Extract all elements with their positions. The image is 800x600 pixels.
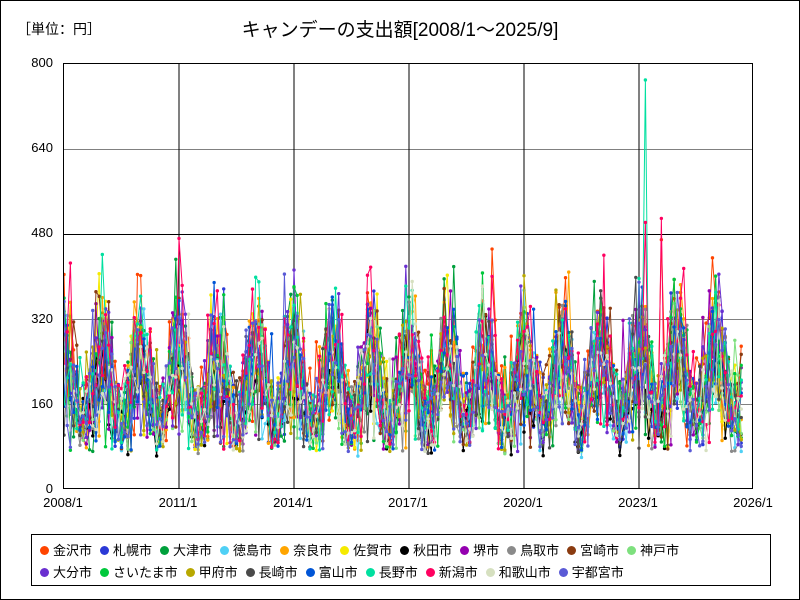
legend-color-swatch-icon [100,545,110,555]
legend-item[interactable]: 金沢市 [40,544,92,557]
legend-item[interactable]: 札幌市 [100,544,152,557]
legend-label: 長崎市 [258,564,298,580]
legend-color-swatch-icon [160,545,170,555]
y-tick-label: 800 [31,55,53,70]
legend-label: 宮崎市 [580,542,620,558]
legend-label: さいたま市 [113,564,178,580]
legend-item[interactable]: 奈良市 [280,544,332,557]
legend-label: 札幌市 [113,542,153,558]
plot-frame [63,63,753,489]
legend-label: 大津市 [173,542,213,558]
legend-label: 鳥取市 [520,542,560,558]
legend-label: 大分市 [53,564,93,580]
legend-color-swatch-icon [507,545,517,555]
x-tick-label: 2023/1 [618,495,658,510]
chart-legend: 金沢市 札幌市 大津市 徳島市 奈良市 佐賀市 秋田市 堺市 鳥取市 宮崎市 神戸市 大分市 さいたま… [31,534,771,586]
legend-row: 金沢市 札幌市 大津市 徳島市 奈良市 佐賀市 秋田市 堺市 鳥取市 宮崎市 神戸市 [40,539,764,561]
legend-color-swatch-icon [485,567,495,577]
legend-label: 堺市 [473,542,500,558]
legend-color-swatch-icon [460,545,470,555]
legend-item[interactable]: 堺市 [460,544,499,557]
legend-item[interactable]: 富山市 [305,564,358,580]
legend-color-swatch-icon [567,545,577,555]
legend-item[interactable]: 大津市 [160,544,212,557]
legend-color-swatch-icon [40,545,49,555]
legend-label: 長野市 [378,564,418,580]
legend-label: 徳島市 [233,542,273,558]
legend-color-swatch-icon [365,567,375,577]
legend-item[interactable]: 大分市 [40,566,92,579]
x-tick-label: 2020/1 [503,495,543,510]
legend-color-swatch-icon [305,567,315,577]
y-tick-label: 160 [31,395,53,411]
legend-item[interactable]: 鳥取市 [507,544,559,557]
unit-label: ［単位：円］ [17,21,101,37]
legend-item[interactable]: 宇都宮市 [558,564,624,580]
legend-label: 甲府市 [198,564,238,580]
legend-item[interactable]: 神戸市 [627,544,679,557]
legend-label: 新潟市 [438,564,478,580]
legend-color-swatch-icon [185,567,195,577]
plot-area [63,63,753,489]
legend-label: 佐賀市 [353,542,393,558]
legend-row: 大分市 さいたま市 甲府市 長崎市 富山市 長野市 新潟市 和歌山市 宇都宮市 [40,561,764,583]
page-title: キャンデーの支出額[2008/1～2025/9] [241,20,559,41]
legend-color-swatch-icon [425,567,435,577]
legend-item[interactable]: さいたま市 [100,566,178,579]
x-tick-label: 2014/1 [273,495,313,510]
legend-label: 秋田市 [413,542,453,558]
legend-color-swatch-icon [340,545,350,555]
legend-item[interactable]: 徳島市 [220,544,272,557]
legend-label: 宇都宮市 [571,564,624,580]
legend-color-swatch-icon [220,545,230,555]
chart-series [64,272,743,454]
y-tick-label: 0 [45,481,53,496]
legend-item[interactable]: 佐賀市 [340,544,392,557]
legend-item[interactable]: 宮崎市 [567,544,619,557]
legend-color-swatch-icon [245,567,255,577]
y-tick-label: 480 [31,225,53,241]
legend-item[interactable]: 和歌山市 [485,564,551,580]
legend-item[interactable]: 甲府市 [185,564,238,580]
legend-color-swatch-icon [40,567,49,577]
legend-item[interactable]: 長野市 [365,564,418,580]
x-tick-label: 2017/1 [388,495,428,510]
y-tick-label: 320 [31,310,53,326]
legend-label: 和歌山市 [498,564,551,580]
x-tick-label: 2011/1 [158,495,198,510]
legend-label: 奈良市 [293,542,333,558]
chart-canvas [64,64,752,488]
legend-label: 神戸市 [640,542,680,558]
legend-color-swatch-icon [627,545,637,555]
x-tick-label: 2026/1 [733,495,773,510]
legend-label: 金沢市 [53,542,93,558]
legend-item[interactable]: 秋田市 [400,544,452,557]
legend-color-swatch-icon [558,567,568,577]
legend-label: 富山市 [318,564,358,580]
legend-color-swatch-icon [280,545,290,555]
legend-color-swatch-icon [100,567,110,577]
legend-color-swatch-icon [400,545,410,555]
y-tick-label: 640 [31,140,53,156]
legend-item[interactable]: 長崎市 [245,564,298,580]
legend-item[interactable]: 新潟市 [425,564,478,580]
x-tick-label: 2008/1 [43,495,83,510]
